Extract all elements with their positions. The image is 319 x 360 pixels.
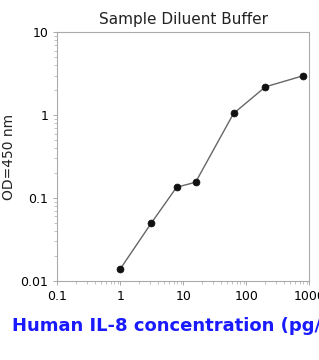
Title: Sample Diluent Buffer: Sample Diluent Buffer [99, 12, 268, 27]
X-axis label: Human IL-8 concentration (pg/ml): Human IL-8 concentration (pg/ml) [12, 317, 319, 335]
Y-axis label: OD=450 nm: OD=450 nm [2, 113, 16, 200]
